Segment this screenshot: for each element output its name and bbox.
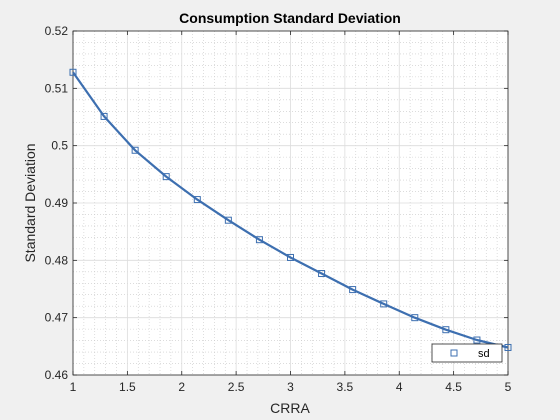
tick-marks: [72, 30, 509, 376]
x-tick-label: 3: [287, 380, 294, 394]
data-point-marker: [193, 196, 201, 204]
y-tick-label: 0.48: [45, 253, 69, 267]
data-point-marker: [442, 326, 450, 334]
x-tick-label: 4: [396, 380, 403, 394]
x-tick-label: 4.5: [445, 380, 462, 394]
data-point-marker: [224, 216, 232, 224]
y-tick-label: 0.51: [45, 81, 69, 95]
y-tick-label: 0.47: [45, 311, 69, 325]
y-tick-labels: 0.46 0.47 0.48 0.49 0.5 0.51 0.52: [45, 24, 69, 382]
chart-title: Consumption Standard Deviation: [179, 10, 401, 26]
y-tick-label: 0.5: [51, 139, 68, 153]
x-tick-label: 2.5: [228, 380, 245, 394]
data-point-marker: [318, 270, 326, 278]
x-tick-label: 3.5: [337, 380, 354, 394]
data-point-marker: [473, 336, 481, 344]
legend-label: sd: [478, 348, 490, 360]
x-axis-label: CRRA: [270, 400, 310, 416]
legend-marker-square: [450, 349, 458, 357]
x-tick-label: 2: [178, 380, 185, 394]
data-point-marker: [380, 300, 388, 308]
data-point-marker: [287, 253, 294, 261]
data-point-marker: [100, 112, 108, 120]
data-point-marker: [162, 173, 170, 181]
data-point-marker: [504, 343, 512, 351]
legend-box: [431, 343, 503, 363]
series-layer: [69, 68, 512, 351]
data-point-marker: [349, 286, 357, 294]
series-line: [72, 71, 509, 349]
x-tick-labels: 1 1.5 2 2.5 3 3.5 4 4.5 5: [70, 380, 512, 394]
data-point-marker: [411, 314, 419, 322]
x-tick-label: 1.5: [119, 380, 136, 394]
x-tick-label: 1: [70, 380, 77, 394]
y-tick-label: 0.46: [45, 368, 69, 382]
y-tick-label: 0.49: [45, 196, 69, 210]
data-point-marker: [131, 146, 139, 154]
y-axis-label: Standard Deviation: [22, 143, 38, 262]
y-tick-label: 0.52: [45, 24, 69, 38]
data-point-marker: [255, 236, 263, 244]
x-tick-label: 5: [505, 380, 512, 394]
legend: sd: [431, 343, 503, 363]
data-point-marker: [69, 68, 77, 76]
